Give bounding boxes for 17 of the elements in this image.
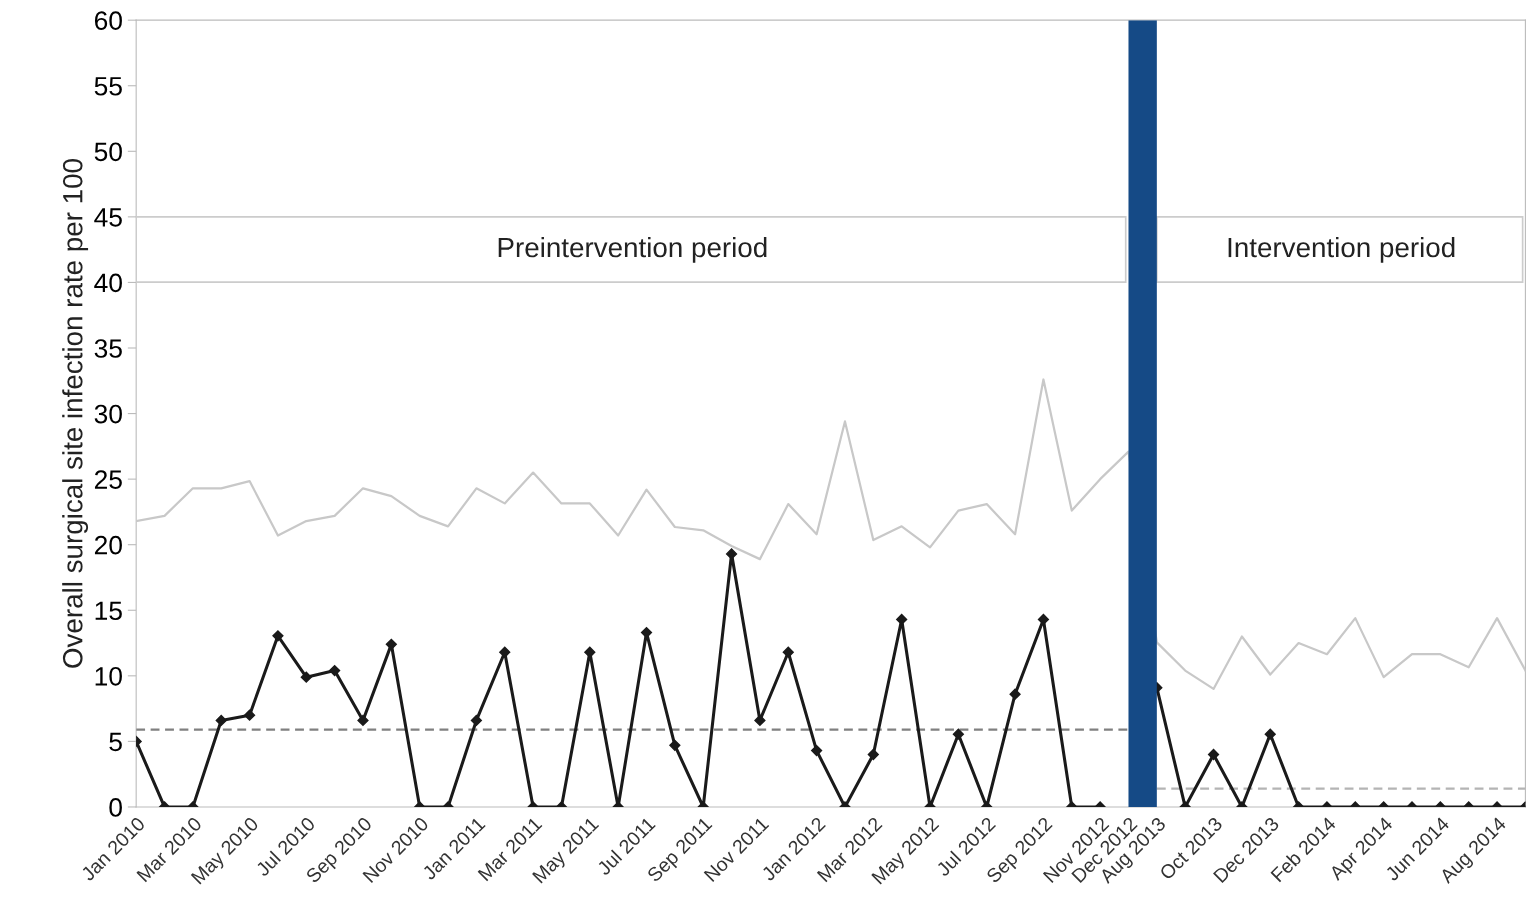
- y-tick-label: 40: [94, 273, 122, 293]
- y-tick-label: 0: [109, 798, 122, 817]
- annotation: Intervention period: [1228, 236, 1455, 263]
- y-tick-label: 35: [94, 339, 122, 358]
- y-axis-title: Overall surgical site infection rate per 100: [62, 159, 89, 668]
- y-tick-label: 5: [109, 732, 122, 752]
- y-tick-label: 20: [94, 535, 122, 555]
- y-tick-label: 25: [94, 470, 122, 489]
- annotation: Preintervention period: [498, 236, 767, 263]
- line-series: [136, 378, 1526, 691]
- y-tick-label: 60: [94, 11, 122, 30]
- y-tick-label: 55: [94, 77, 122, 96]
- y-tick-label: 15: [95, 601, 122, 621]
- y-tick-label: 30: [94, 404, 122, 424]
- y-tick-label: 10: [95, 666, 122, 686]
- y-tick-label: 45: [94, 208, 122, 227]
- y-tick-label: 50: [94, 142, 122, 162]
